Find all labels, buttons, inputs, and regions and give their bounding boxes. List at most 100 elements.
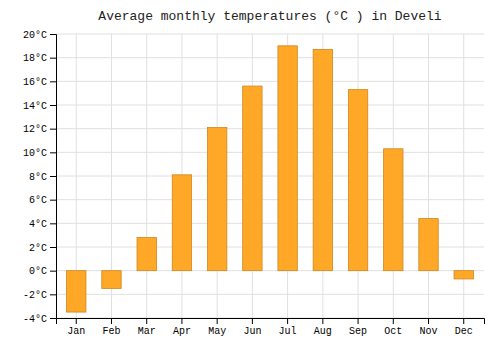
tick-label: Jan: [67, 326, 85, 337]
tick-mark: [428, 318, 429, 324]
grid-line: [56, 176, 484, 177]
axis-line: [50, 35, 57, 319]
bar: [243, 86, 262, 271]
tick-label: 12°C: [23, 124, 47, 135]
y-tick: 6°C: [29, 195, 56, 206]
x-tick: Oct: [384, 318, 402, 337]
tick-label: May: [208, 326, 226, 337]
y-tick: 12°C: [23, 124, 56, 135]
y-tick: 4°C: [29, 219, 56, 230]
x-axis: Jan Feb Mar Apr May Jun Jul Aug Sep Oct Nov Dec: [57, 318, 485, 337]
tick-mark: [181, 318, 182, 324]
tick-label: Aug: [314, 326, 332, 337]
tick-mark: [50, 34, 56, 35]
tick-mark: [393, 318, 394, 324]
tick-label: -4°C: [23, 314, 47, 325]
x-tick: Dec: [455, 318, 473, 337]
tick-mark: [50, 176, 56, 177]
tick-mark: [50, 318, 56, 319]
y-tick: 10°C: [23, 148, 56, 159]
x-tick: Jul: [279, 318, 297, 337]
y-tick: -2°C: [23, 290, 56, 301]
tick-mark: [50, 105, 56, 106]
title: Average monthly temperatures (°C ) in De…: [98, 9, 441, 24]
tick-label: 20°C: [23, 30, 47, 41]
tick-mark: [50, 200, 56, 201]
tick-label: 2°C: [29, 243, 47, 254]
grid-line: [56, 57, 484, 58]
axis-line: [57, 319, 485, 325]
tick-label: 18°C: [23, 53, 47, 64]
grid: [56, 34, 484, 318]
tick-label: -2°C: [23, 290, 47, 301]
tick-mark: [146, 318, 147, 324]
bar: [172, 175, 191, 271]
bar: [313, 49, 332, 270]
tick-mark: [111, 318, 112, 324]
x-tick: May: [208, 318, 226, 337]
x-tick: Feb: [102, 318, 120, 337]
tick-mark: [287, 318, 288, 324]
tick-mark: [252, 318, 253, 324]
bar: [102, 271, 121, 289]
y-tick: 20°C: [23, 30, 56, 41]
x-tick: Mar: [138, 318, 156, 337]
tick-label: Oct: [384, 326, 402, 337]
x-tick: Apr: [173, 318, 191, 337]
tick-label: 6°C: [29, 195, 47, 206]
x-tick: Jan: [67, 318, 85, 337]
tick-label: 4°C: [29, 219, 47, 230]
tick-mark: [50, 152, 56, 153]
tick-label: 16°C: [23, 77, 47, 88]
tick-label: Feb: [102, 326, 120, 337]
tick-label: Sep: [349, 326, 367, 337]
y-tick: 0°C: [29, 266, 56, 277]
bar: [67, 271, 86, 312]
y-axis: -4°C -2°C 0°C 2°C 4°C 6°C 8°C 10°C 12°C 14°C 16°C 1…: [23, 30, 57, 325]
tick-mark: [358, 318, 359, 324]
grid-line: [146, 34, 147, 318]
tick-mark: [50, 247, 56, 248]
y-tick: 14°C: [23, 101, 56, 112]
tick-label: Jul: [279, 326, 297, 337]
tick-label: 14°C: [23, 101, 47, 112]
bar: [384, 149, 403, 271]
y-tick: 2°C: [29, 243, 56, 254]
tick-label: Jun: [243, 326, 261, 337]
tick-mark: [50, 223, 56, 224]
x-tick: Sep: [349, 318, 367, 337]
x-tick: Nov: [420, 318, 438, 337]
tick-mark: [217, 318, 218, 324]
tick-label: 10°C: [23, 148, 47, 159]
y-tick: 16°C: [23, 77, 56, 88]
bar: [278, 46, 297, 271]
tick-label: 0°C: [29, 266, 47, 277]
tick-mark: [76, 318, 77, 324]
tick-mark: [50, 294, 56, 295]
x-tick: Jun: [243, 318, 261, 337]
tick-mark: [50, 58, 56, 59]
tick-label: Apr: [173, 326, 191, 337]
grid-line: [56, 152, 484, 153]
grid-line: [56, 81, 484, 82]
tick-mark: [463, 318, 464, 324]
tick-mark: [50, 271, 56, 272]
tick-mark: [322, 318, 323, 324]
tick-label: 8°C: [29, 172, 47, 183]
grid-line: [56, 34, 484, 35]
tick-label: Dec: [455, 326, 473, 337]
y-tick: 8°C: [29, 172, 56, 183]
bar: [454, 271, 473, 279]
bar: [348, 90, 367, 271]
chart: -4°C -2°C 0°C 2°C 4°C 6°C 8°C 10°C 12°C 14°C 16°C 1…: [0, 0, 500, 350]
tick-label: Mar: [138, 326, 156, 337]
bar: [419, 219, 438, 271]
grid-line: [56, 128, 484, 129]
grid-line: [56, 105, 484, 106]
bar: [137, 238, 156, 271]
x-tick: Aug: [314, 318, 332, 337]
grid-line: [56, 294, 484, 295]
y-tick: -4°C: [23, 314, 56, 325]
tick-mark: [50, 129, 56, 130]
y-tick: 18°C: [23, 53, 56, 64]
